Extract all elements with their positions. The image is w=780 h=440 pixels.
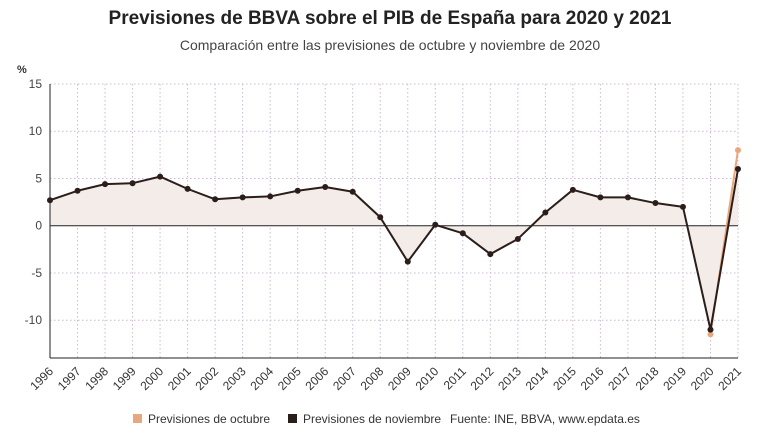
point-noviembre-1996 [47, 197, 53, 204]
y-tick-label: -5 [31, 266, 42, 280]
point-noviembre-2019 [679, 203, 686, 210]
y-tick-label: 15 [29, 77, 43, 91]
x-tick-label-2011: 2011 [441, 364, 469, 392]
point-noviembre-2008 [377, 214, 384, 221]
legend-swatch-octubre [133, 414, 142, 423]
point-noviembre-2005 [294, 187, 301, 194]
x-tick-label-2001: 2001 [165, 364, 194, 393]
y-tick-label: -10 [25, 313, 43, 327]
y-tick-label: 10 [29, 124, 43, 138]
point-noviembre-2018 [652, 200, 659, 207]
x-tick-label-2016: 2016 [578, 364, 607, 393]
point-octubre-2020 [707, 331, 714, 338]
point-noviembre-1998 [102, 181, 109, 188]
point-noviembre-2017 [624, 194, 631, 201]
x-tick-label-2006: 2006 [303, 364, 332, 393]
x-tick-label-1999: 1999 [110, 364, 139, 393]
x-tick-label-2020: 2020 [688, 364, 717, 393]
area-fill-noviembre [50, 169, 738, 330]
point-noviembre-2020 [707, 326, 714, 333]
legend-label-noviembre: Previsiones de noviembre [303, 412, 442, 426]
chart-title: Previsiones de BBVA sobre el PIB de Espa… [108, 8, 672, 29]
x-tick-label-2021: 2021 [715, 364, 744, 393]
legend-label-octubre: Previsiones de octubre [148, 412, 271, 426]
point-noviembre-2011 [459, 230, 466, 237]
point-noviembre-2000 [157, 173, 164, 180]
series-line-noviembre [49, 168, 739, 331]
source-note: Fuente: INE, BBVA, www.epdata.es [450, 412, 640, 426]
x-tick-label-2015: 2015 [550, 364, 579, 393]
point-noviembre-2006 [322, 183, 329, 190]
point-noviembre-2013 [514, 235, 521, 242]
x-tick-label-2018: 2018 [633, 364, 662, 393]
point-noviembre-2016 [597, 194, 604, 201]
x-tick-label-2008: 2008 [358, 364, 387, 393]
point-noviembre-2001 [184, 185, 191, 192]
legend-item-octubre: Previsiones de octubre [133, 412, 270, 426]
x-tick-label-2002: 2002 [192, 364, 221, 393]
point-octubre-2021 [735, 147, 741, 154]
legend-item-noviembre: Previsiones de noviembre [288, 412, 441, 426]
chart-subtitle: Comparación entre las previsiones de oct… [179, 37, 601, 53]
point-noviembre-2015 [569, 186, 576, 193]
point-noviembre-2012 [487, 251, 494, 258]
point-noviembre-2014 [542, 209, 549, 216]
point-noviembre-2010 [432, 221, 439, 228]
x-tick-label-1997: 1997 [55, 364, 84, 393]
point-noviembre-2004 [267, 193, 274, 200]
x-tick-label-2004: 2004 [247, 364, 276, 393]
x-tick-label-2009: 2009 [385, 364, 414, 393]
x-tick-label-2003: 2003 [220, 364, 249, 393]
x-tick-label-1998: 1998 [82, 364, 111, 393]
x-tick-label-2005: 2005 [275, 364, 304, 393]
x-tick-label-1996: 1996 [27, 364, 56, 393]
point-noviembre-2002 [212, 196, 219, 203]
point-noviembre-2009 [404, 258, 411, 265]
x-tick-label-2010: 2010 [413, 364, 442, 393]
point-noviembre-2021 [735, 166, 741, 173]
point-noviembre-2003 [239, 194, 246, 201]
x-tick-label-2013: 2013 [495, 364, 524, 393]
legend-swatch-noviembre [288, 414, 297, 423]
y-tick-label: 0 [35, 219, 42, 233]
x-tick-label-2014: 2014 [523, 364, 552, 393]
x-tick-label-2019: 2019 [660, 364, 689, 393]
point-noviembre-1999 [129, 180, 136, 187]
x-tick-label-2012: 2012 [468, 364, 497, 393]
y-tick-label: 5 [35, 171, 42, 185]
point-noviembre-1997 [74, 187, 81, 194]
y-axis-label: % [17, 64, 27, 76]
x-tick-label-2017: 2017 [605, 364, 634, 393]
point-noviembre-2007 [349, 188, 356, 195]
x-tick-label-2000: 2000 [137, 364, 166, 393]
x-tick-label-2007: 2007 [330, 364, 359, 393]
